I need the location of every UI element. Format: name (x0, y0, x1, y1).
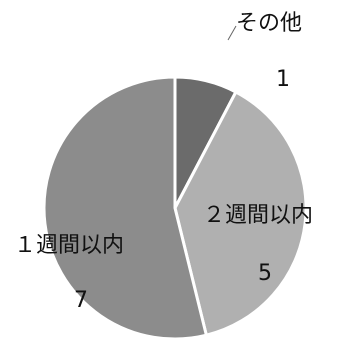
leader-line-other (227, 25, 237, 41)
pie-slice-2weeks (173, 90, 308, 337)
category-label-other: その他 (236, 11, 302, 36)
value-label-other: 1 (276, 67, 290, 92)
value-label-2weeks: 5 (258, 261, 272, 286)
category-label-2weeks: ２週間以内 (203, 203, 313, 228)
pie-slice-1week (42, 75, 208, 341)
category-label-1week: １週間以内 (14, 233, 124, 258)
value-label-1week: 7 (74, 288, 88, 313)
